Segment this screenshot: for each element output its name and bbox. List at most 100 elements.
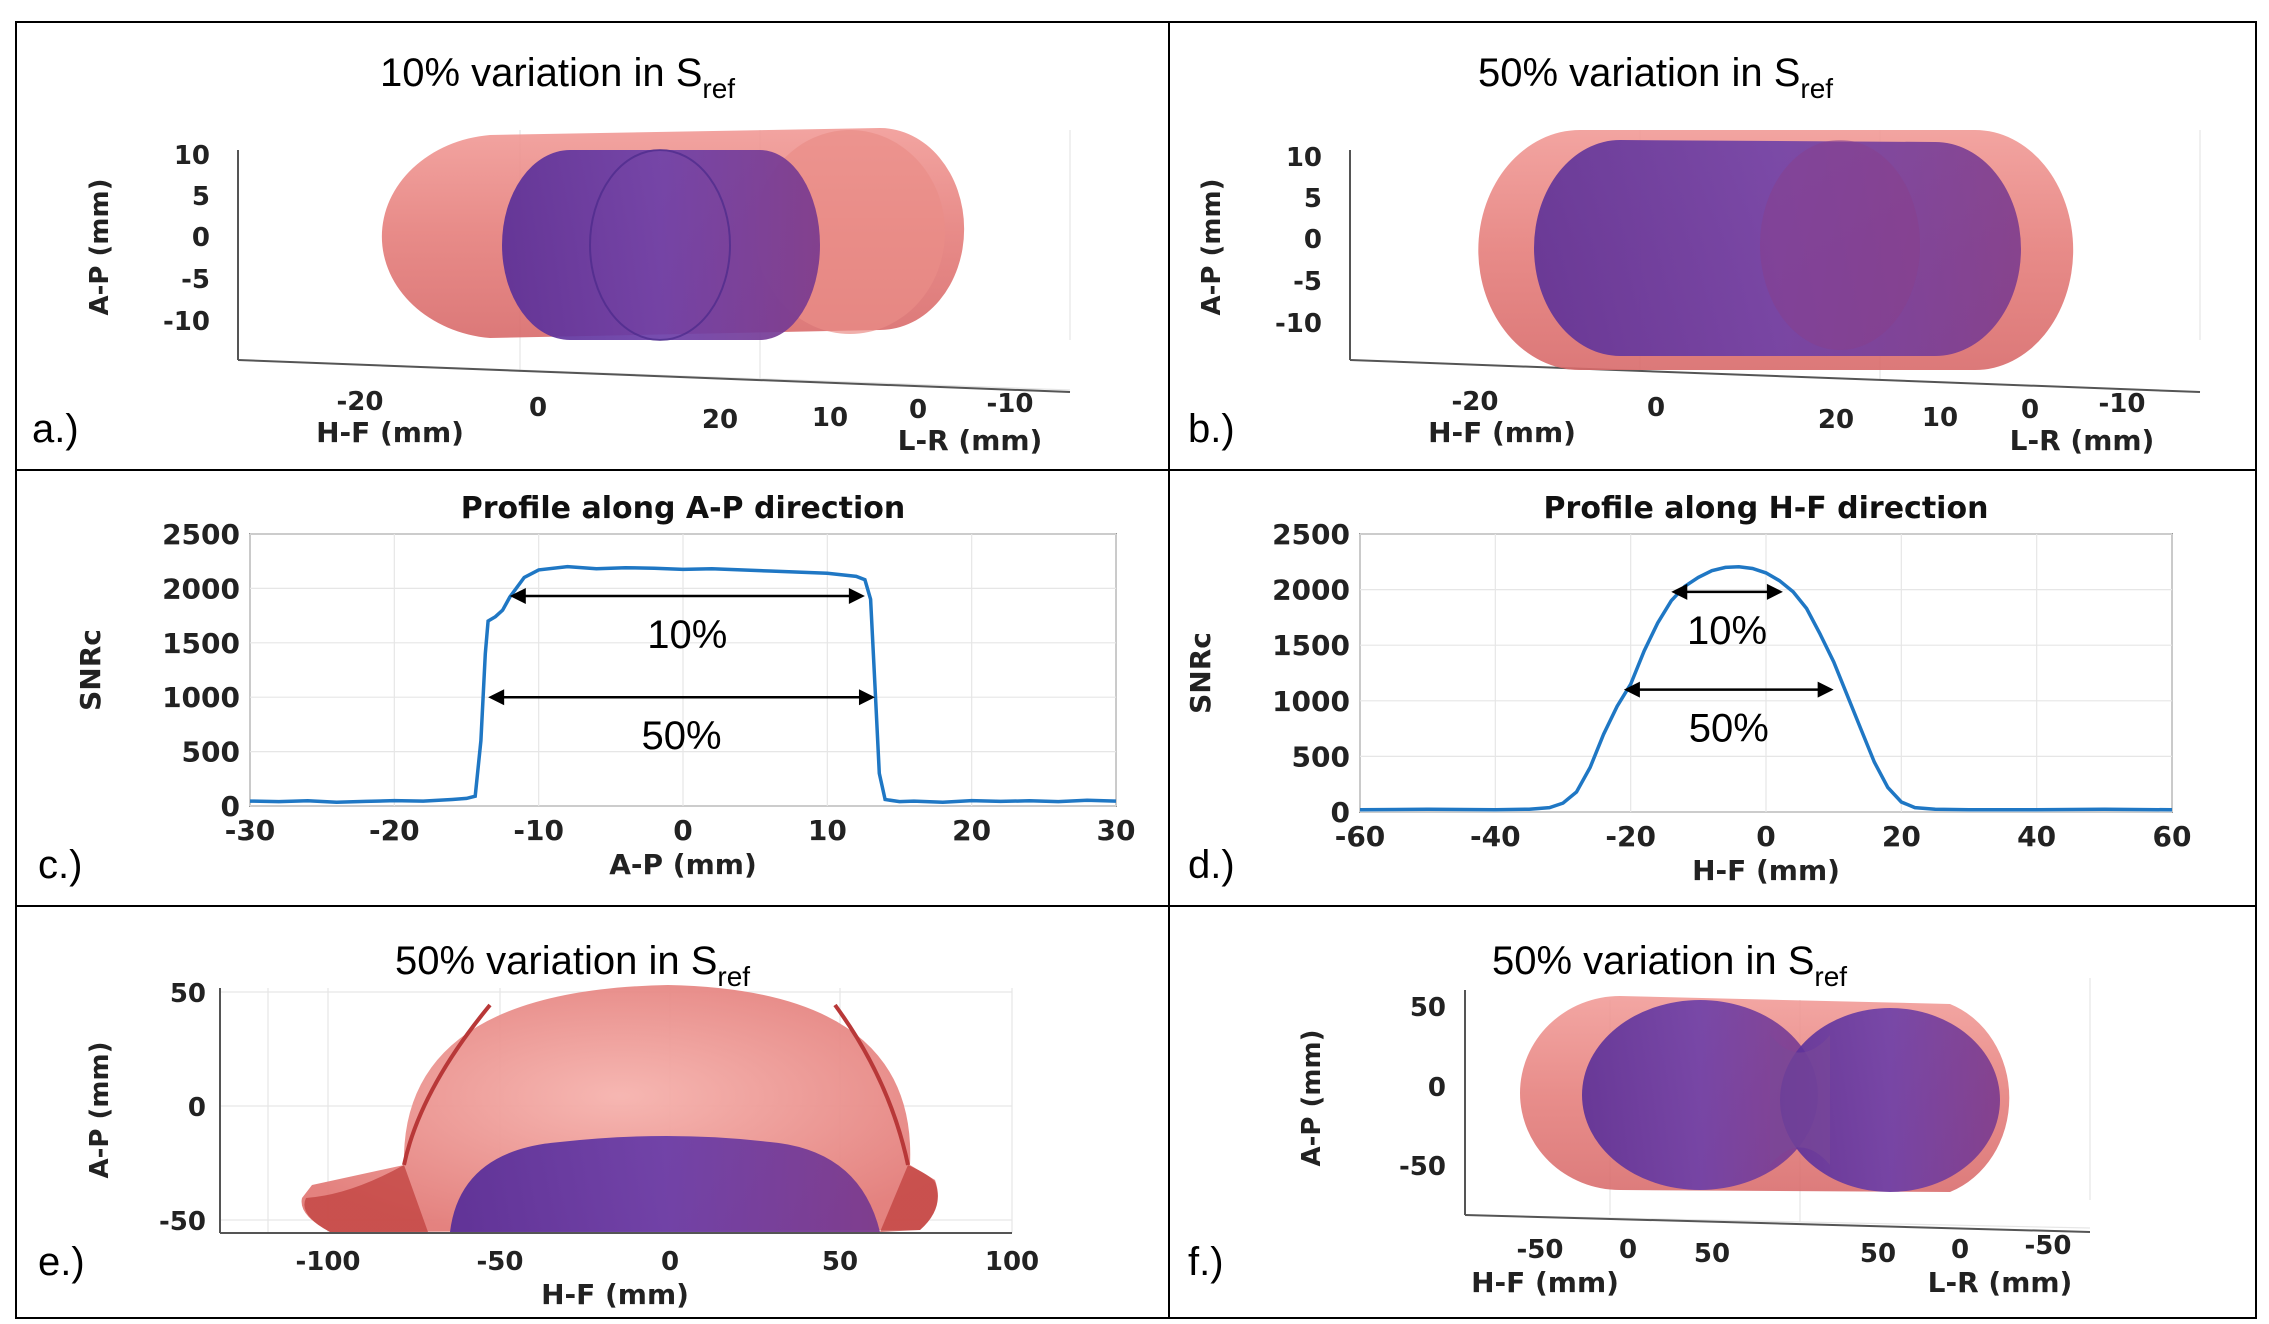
chart-c-series-line	[249, 564, 1117, 804]
panel-b-lr-ticks: 10 0 -10	[1922, 389, 2146, 433]
panel-b-y-ticks: 10 5 0 -5 -10	[1275, 143, 1322, 339]
chart-c-x-tick-3: 0	[673, 814, 692, 847]
panel-f-label: f.)	[1188, 1240, 1224, 1284]
chart-d-arrowhead-left-0	[1671, 583, 1688, 600]
panel-a-y-label: A-P (mm)	[85, 179, 115, 316]
chart-d-y-tick-2: 1000	[1272, 685, 1350, 718]
svg-text:-50: -50	[1517, 1235, 1564, 1265]
panel-a: 10% variation in Sref 10 5 0 -5 -10 A-P …	[32, 51, 1071, 457]
chart-c-arrowhead-right-0	[848, 588, 865, 605]
panel-f-hf-ticks: -50 0 50	[1517, 1235, 1731, 1269]
svg-text:-20: -20	[337, 387, 384, 417]
svg-text:-10: -10	[163, 307, 210, 337]
chart-d-x-tick-0: -60	[1335, 820, 1386, 853]
panel-b-label: b.)	[1188, 407, 1235, 451]
panel-grid-frame	[15, 21, 2257, 1319]
panel-e-left-edge	[402, 1003, 492, 1166]
chart-d-x-tick-4: 20	[1882, 820, 1921, 853]
svg-text:50: 50	[1694, 1239, 1730, 1269]
svg-text:-100: -100	[295, 1247, 360, 1277]
svg-text:0: 0	[188, 1093, 206, 1123]
panel-a-inner-ring	[589, 149, 731, 341]
svg-text:100: 100	[985, 1247, 1039, 1277]
svg-text:50: 50	[822, 1247, 858, 1277]
svg-text:-10: -10	[1275, 309, 1322, 339]
chart-c-x-tick-4: 10	[808, 814, 847, 847]
chart-hf-profile: -60 -40 -20 0 20 40 60 0 500 1000 1500 2000 2500 Prof…	[1184, 491, 2191, 887]
chart-c-arrow-label-1: 50%	[642, 714, 722, 758]
chart-c-x-tick-1: -20	[369, 814, 420, 847]
svg-text:0: 0	[2021, 395, 2039, 425]
svg-text:0: 0	[1951, 1235, 1969, 1265]
svg-text:20: 20	[702, 405, 738, 435]
panel-a-hf-label: H-F (mm)	[316, 416, 464, 449]
chart-d-title: Profile along H-F direction	[1544, 491, 1989, 526]
chart-c-y-tick-0: 0	[221, 790, 240, 823]
chart-d-arrow-label-1: 50%	[1689, 707, 1769, 751]
svg-text:-10: -10	[2099, 389, 2146, 419]
svg-text:0: 0	[1428, 1073, 1446, 1103]
panel-f-title: 50% variation in Sref	[1492, 939, 1847, 992]
svg-text:0: 0	[529, 393, 547, 423]
panel-e-x-ticks: -100 -50 0 50 100	[295, 1247, 1039, 1277]
panel-b-inner-surface	[1534, 140, 2021, 356]
svg-text:10: 10	[1286, 143, 1322, 173]
svg-text:-50: -50	[159, 1207, 206, 1237]
panel-e-y-ticks: 50 0 -50	[159, 979, 206, 1237]
panel-b-lr-label: L-R (mm)	[2010, 424, 2155, 457]
svg-text:0: 0	[192, 223, 210, 253]
panel-b-y-label: A-P (mm)	[1197, 179, 1227, 316]
panel-e-title: 50% variation in Sref	[395, 939, 750, 992]
chart-d-arrowhead-right-0	[1766, 583, 1783, 600]
chart-c-y-label: SNRc	[74, 629, 107, 711]
panel-f-base-axis	[1464, 1214, 2091, 1233]
chart-d-y-tick-0: 0	[1331, 796, 1350, 829]
chart-d-arrow-label-0: 10%	[1687, 609, 1767, 653]
panel-b: 50% variation in Sref 10 5 0 -5 -10 A-P …	[1188, 51, 2201, 457]
svg-text:0: 0	[1304, 225, 1322, 255]
chart-d-y-label: SNRc	[1184, 632, 1217, 714]
svg-text:5: 5	[192, 182, 210, 212]
panel-a-label: a.)	[32, 407, 79, 451]
svg-text:0: 0	[1647, 393, 1665, 423]
chart-c-x-tick-0: -30	[225, 814, 276, 847]
panel-b-base-axis	[1349, 359, 2201, 393]
chart-d-x-label: H-F (mm)	[1692, 854, 1840, 887]
svg-text:50: 50	[170, 979, 206, 1009]
chart-d-x-tick-5: 40	[2017, 820, 2056, 853]
chart-c-arrow-label-0: 10%	[647, 613, 727, 657]
svg-text:10: 10	[1922, 403, 1958, 433]
chart-c-x-label: A-P (mm)	[609, 848, 757, 881]
panel-e-y-label: A-P (mm)	[85, 1042, 115, 1179]
svg-text:5: 5	[1304, 184, 1322, 214]
panel-e: 50% variation in Sref 50 0 -50 A-P (mm) …	[38, 939, 1039, 1311]
chart-d-x-tick-3: 0	[1756, 820, 1775, 853]
chart-d-y-tick-3: 1500	[1272, 629, 1350, 662]
chart-c-title: Profile along A-P direction	[461, 491, 906, 526]
panel-f-lr-label: L-R (mm)	[1928, 1266, 2073, 1299]
panel-f-lr-ticks: 50 0 -50	[1860, 1231, 2072, 1269]
panel-e-x-label: H-F (mm)	[541, 1278, 689, 1311]
panel-d-label: d.)	[1188, 843, 1235, 887]
panel-f-hf-label: H-F (mm)	[1471, 1266, 1619, 1299]
panel-a-lr-ticks: 10 0 -10	[812, 389, 1034, 433]
chart-d-series-line	[1359, 565, 2173, 812]
svg-text:50: 50	[1410, 993, 1446, 1023]
panel-e-inner-surface	[450, 1136, 880, 1232]
chart-c-y-tick-2: 1000	[162, 681, 240, 714]
svg-text:20: 20	[1818, 405, 1854, 435]
chart-c-x-tick-5: 20	[952, 814, 991, 847]
svg-text:-5: -5	[181, 265, 210, 295]
panel-f-inner-lobe-left	[1582, 1000, 1818, 1190]
panel-f-inner-lobe-right	[1780, 1008, 2000, 1192]
svg-text:-50: -50	[2025, 1231, 2072, 1261]
chart-d-x-tick-2: -20	[1605, 820, 1656, 853]
svg-text:10: 10	[174, 141, 210, 171]
panel-e-left-lobe	[304, 1165, 428, 1232]
svg-text:-20: -20	[1452, 387, 1499, 417]
panel-b-title: 50% variation in Sref	[1478, 51, 1833, 104]
svg-text:0: 0	[1619, 1235, 1637, 1265]
chart-c-arrowhead-left-1	[488, 689, 505, 706]
